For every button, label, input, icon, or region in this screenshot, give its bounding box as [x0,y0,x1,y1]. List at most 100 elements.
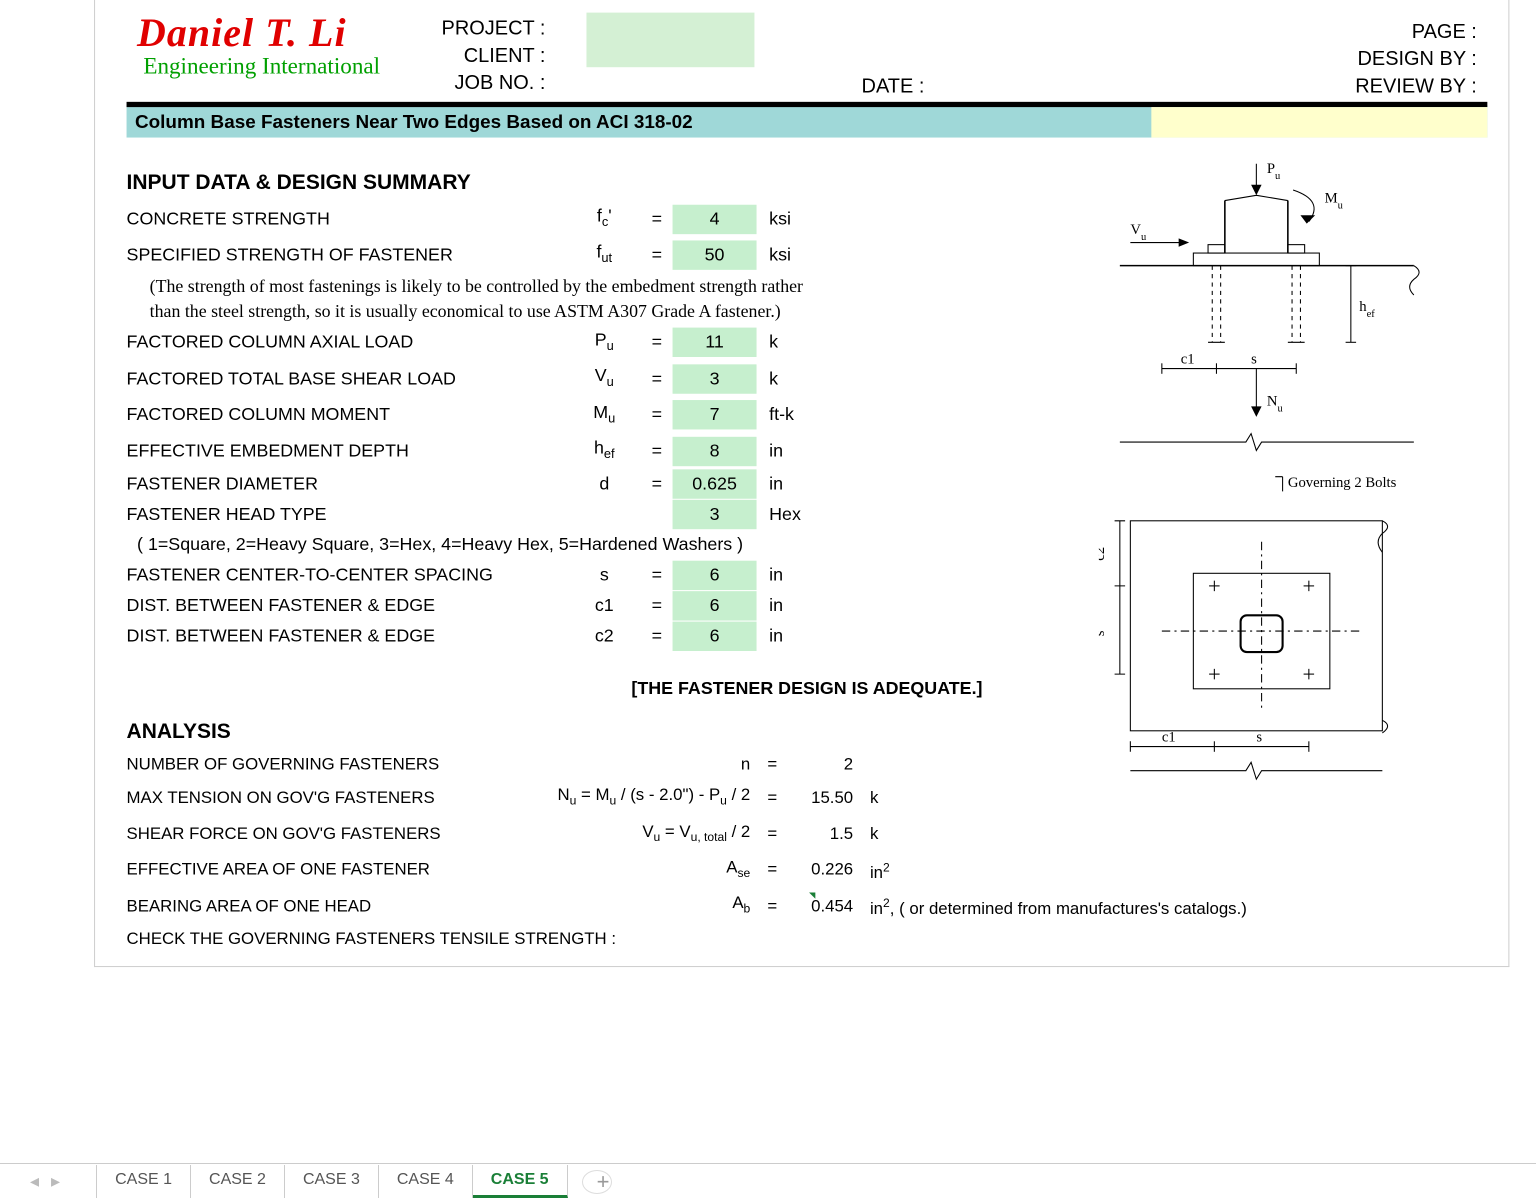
input-unit: k [757,328,820,357]
input-unit: in [757,436,820,465]
svg-text:c1: c1 [1181,351,1195,367]
input-symbol: Vu [568,361,642,396]
analysis-label: EFFECTIVE AREA OF ONE FASTENER [127,856,484,885]
analysis-formula: n [484,751,757,780]
analysis-formula: Vu = Vu, total / 2 [484,817,757,852]
svg-text:Vu: Vu [1130,222,1147,243]
input-label: SPECIFIED STRENGTH OF FASTENER [127,241,568,270]
sheet-tab[interactable]: CASE 1 [97,1165,191,1198]
svg-text:c1: c1 [1162,729,1176,745]
input-unit: in [757,592,820,621]
input-value-cell[interactable]: 7 [673,400,757,429]
equals-sign: = [641,592,673,621]
analysis-label: MAX TENSION ON GOV'G FASTENERS [127,784,484,813]
title-bar-accent [1151,107,1487,137]
input-label: CONCRETE STRENGTH [127,204,568,233]
sheet-tab[interactable]: CASE 4 [379,1165,473,1198]
logo-block: Daniel T. Li Engineering International [137,11,380,80]
input-unit: in [757,470,820,499]
svg-text:s: s [1251,351,1257,367]
header-mid-labels: PROJECT : CLIENT : JOB NO. : [442,16,546,98]
svg-text:Governing 2 Bolts: Governing 2 Bolts [1288,475,1397,491]
input-value-cell[interactable]: 6 [673,561,757,590]
input-label: EFFECTIVE EMBEDMENT DEPTH [127,436,568,465]
equals-sign: = [641,204,673,233]
logo-subtitle: Engineering International [143,52,380,79]
input-label: DIST. BETWEEN FASTENER & EDGE [127,592,568,621]
input-unit: in [757,622,820,651]
input-value-cell[interactable]: 11 [673,328,757,357]
analysis-value: 1.5 [788,820,862,849]
equals-sign: = [641,561,673,590]
analysis-value: 0.454 [788,892,862,921]
date-label: DATE : [862,76,925,99]
input-unit: in [757,561,820,590]
svg-text:s: s [1099,630,1108,636]
equals-sign: = [641,400,673,429]
cell-indicator-icon [809,892,815,898]
input-unit: ksi [757,204,820,233]
input-symbol: fut [568,238,642,273]
svg-text:s: s [1256,729,1262,745]
analysis-value: 2 [788,751,862,780]
svg-text:Mu: Mu [1325,191,1344,212]
input-symbol: c1 [568,592,642,621]
sheet-tab[interactable]: CASE 2 [191,1165,285,1198]
input-value-cell[interactable]: 6 [673,592,757,621]
input-label: FACTORED COLUMN AXIAL LOAD [127,328,568,357]
tabs-container: CASE 1CASE 2CASE 3CASE 4CASE 5 [96,1165,567,1198]
input-symbol: fc' [568,202,642,237]
input-value-cell[interactable]: 50 [673,241,757,270]
input-label: FASTENER CENTER-TO-CENTER SPACING [127,561,568,590]
project-label: PROJECT : [442,16,546,43]
sheet-tab[interactable]: CASE 3 [285,1165,379,1198]
equals-sign: = [641,364,673,393]
analysis-row-ase: EFFECTIVE AREA OF ONE FASTENERAse=0.226i… [127,853,1488,888]
analysis-row-vu: SHEAR FORCE ON GOV'G FASTENERSVu = Vu, t… [127,817,1488,852]
analysis-unit: in2, ( or determined from manufactures's… [862,889,1247,924]
equals-sign: = [757,892,789,921]
svg-text:hef: hef [1359,299,1375,320]
input-label: FACTORED COLUMN MOMENT [127,400,568,429]
analysis-formula: Ase [484,853,757,888]
input-label: FACTORED TOTAL BASE SHEAR LOAD [127,364,568,393]
input-unit: ft-k [757,400,820,429]
add-sheet-button[interactable]: + [582,1170,612,1194]
input-value-cell[interactable]: 4 [673,204,757,233]
equals-sign: = [757,784,789,813]
input-value-cell[interactable]: 8 [673,436,757,465]
svg-text:Nu: Nu [1267,393,1284,414]
input-value-cell[interactable]: 3 [673,500,757,529]
input-value-cell[interactable]: 0.625 [673,470,757,499]
diagrams: Pu Mu Vu [1099,159,1498,789]
equals-sign: = [757,820,789,849]
equals-sign: = [641,436,673,465]
input-label: DIST. BETWEEN FASTENER & EDGE [127,622,568,651]
header-right-labels: PAGE : DESIGN BY : REVIEW BY : [1355,19,1477,101]
input-value-cell[interactable]: 6 [673,622,757,651]
input-unit: k [757,364,820,393]
title-bar: Column Base Fasteners Near Two Edges Bas… [127,105,1488,138]
analysis-unit: in2 [862,853,890,888]
input-unit: ksi [757,241,820,270]
header-green-fill [586,13,754,68]
input-value-cell[interactable]: 3 [673,364,757,393]
equals-sign: = [641,470,673,499]
input-symbol: hef [568,434,642,469]
analysis-value: 15.50 [788,784,862,813]
input-symbol: d [568,470,642,499]
input-label: FASTENER DIAMETER [127,470,568,499]
sheet-tab[interactable]: CASE 5 [473,1165,568,1198]
analysis-check-line: CHECK THE GOVERNING FASTENERS TENSILE ST… [127,925,1488,954]
analysis-label: NUMBER OF GOVERNING FASTENERS [127,751,484,780]
analysis-label: BEARING AREA OF ONE HEAD [127,892,484,921]
tab-nav-last-icon[interactable]: ▸ [45,1171,66,1192]
equals-sign: = [757,751,789,780]
analysis-formula: Ab [484,889,757,924]
input-symbol: s [568,561,642,590]
input-symbol: c2 [568,622,642,651]
equals-sign: = [641,622,673,651]
tab-nav-first-icon[interactable]: ◂ [24,1171,45,1192]
equals-sign: = [641,241,673,270]
svg-text:Pu: Pu [1267,161,1281,182]
